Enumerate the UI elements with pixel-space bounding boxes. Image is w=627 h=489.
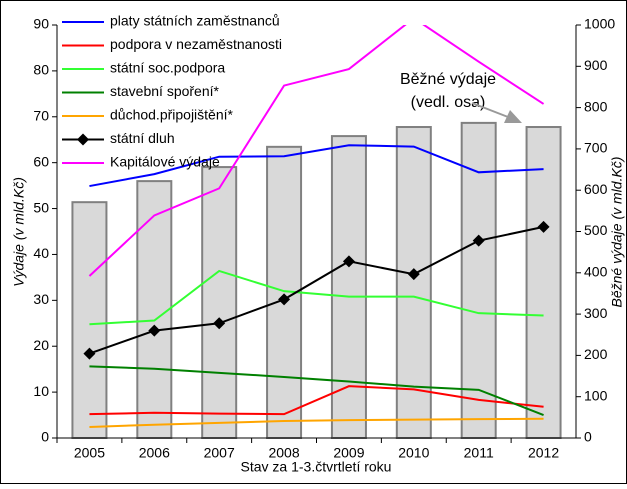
marker [83,347,96,360]
y-tick-label: 10 [33,383,49,399]
y-tick-label: 80 [33,62,49,78]
y-tick-label: 90 [33,16,49,32]
legend-label: podpora v nezaměstnanosti [110,36,282,52]
legend-label: platy státních zaměstnanců [110,13,280,29]
y-tick-label: 60 [33,153,49,169]
x-tick-label: 2007 [204,445,235,461]
x-tick-label: 2008 [268,445,299,461]
legend-label: důchod.připojištění* [110,107,234,123]
y2-tick-label: 300 [584,305,608,321]
y-tick-label: 40 [33,245,49,261]
legend-label: stavební spoření* [110,83,220,99]
y2-tick-label: 400 [584,264,608,280]
y2-tick-label: 900 [584,57,608,73]
y2-tick-label: 800 [584,98,608,114]
marker [148,324,161,337]
bar [525,126,562,440]
bar [460,121,497,439]
x-tick-label: 2009 [333,445,364,461]
annotation: Běžné výdaje [400,71,496,88]
y-tick-label: 70 [33,107,49,123]
x-tick-label: 2005 [74,445,105,461]
bar [136,180,173,439]
y-label: Výdaje (v mld.Kč) [11,177,27,287]
y2-label: Běžné výdaje (v mld.Kč) [609,157,625,308]
legend-label: Kapitálové výdaje [110,154,220,170]
line [89,365,544,416]
y2-tick-label: 200 [584,346,608,362]
bar [330,135,367,440]
marker [213,317,226,330]
y2-tick-label: 1000 [584,16,615,32]
line [89,144,544,188]
annotation-arrow [471,102,509,118]
marker [472,234,485,247]
line [89,269,544,326]
y2-tick-label: 700 [584,140,608,156]
annotation: (vedl. osa) [411,94,486,111]
y-tick-label: 30 [33,291,49,307]
x-tick-label: 2006 [139,445,170,461]
legend-label: státní dluh [110,130,175,146]
x-tick-label: 2011 [464,445,494,461]
marker [407,268,420,281]
lines [83,25,550,428]
line [89,225,544,355]
x-tick-label: 2010 [398,445,429,461]
legend-label: státní soc.podpora [110,60,225,76]
bar [71,201,108,439]
y2-tick-label: 0 [584,429,592,445]
y-tick-label: 20 [33,337,49,353]
y-tick-label: 50 [33,199,49,215]
bar [201,166,238,440]
line [88,25,545,277]
y2-tick-label: 100 [584,387,608,403]
y-tick-label: 0 [41,429,49,445]
line [89,385,544,416]
marker [278,293,291,306]
x-tick-label: 2012 [528,445,559,461]
legend-marker [77,133,89,146]
annotation-arrowhead [504,110,522,123]
x-label: Stav za 1-3.čtvrtletí roku [241,459,392,475]
marker [342,255,355,268]
marker [537,220,550,233]
line [89,417,544,428]
y2-tick-label: 600 [584,181,608,197]
y2-tick-label: 500 [584,222,608,238]
